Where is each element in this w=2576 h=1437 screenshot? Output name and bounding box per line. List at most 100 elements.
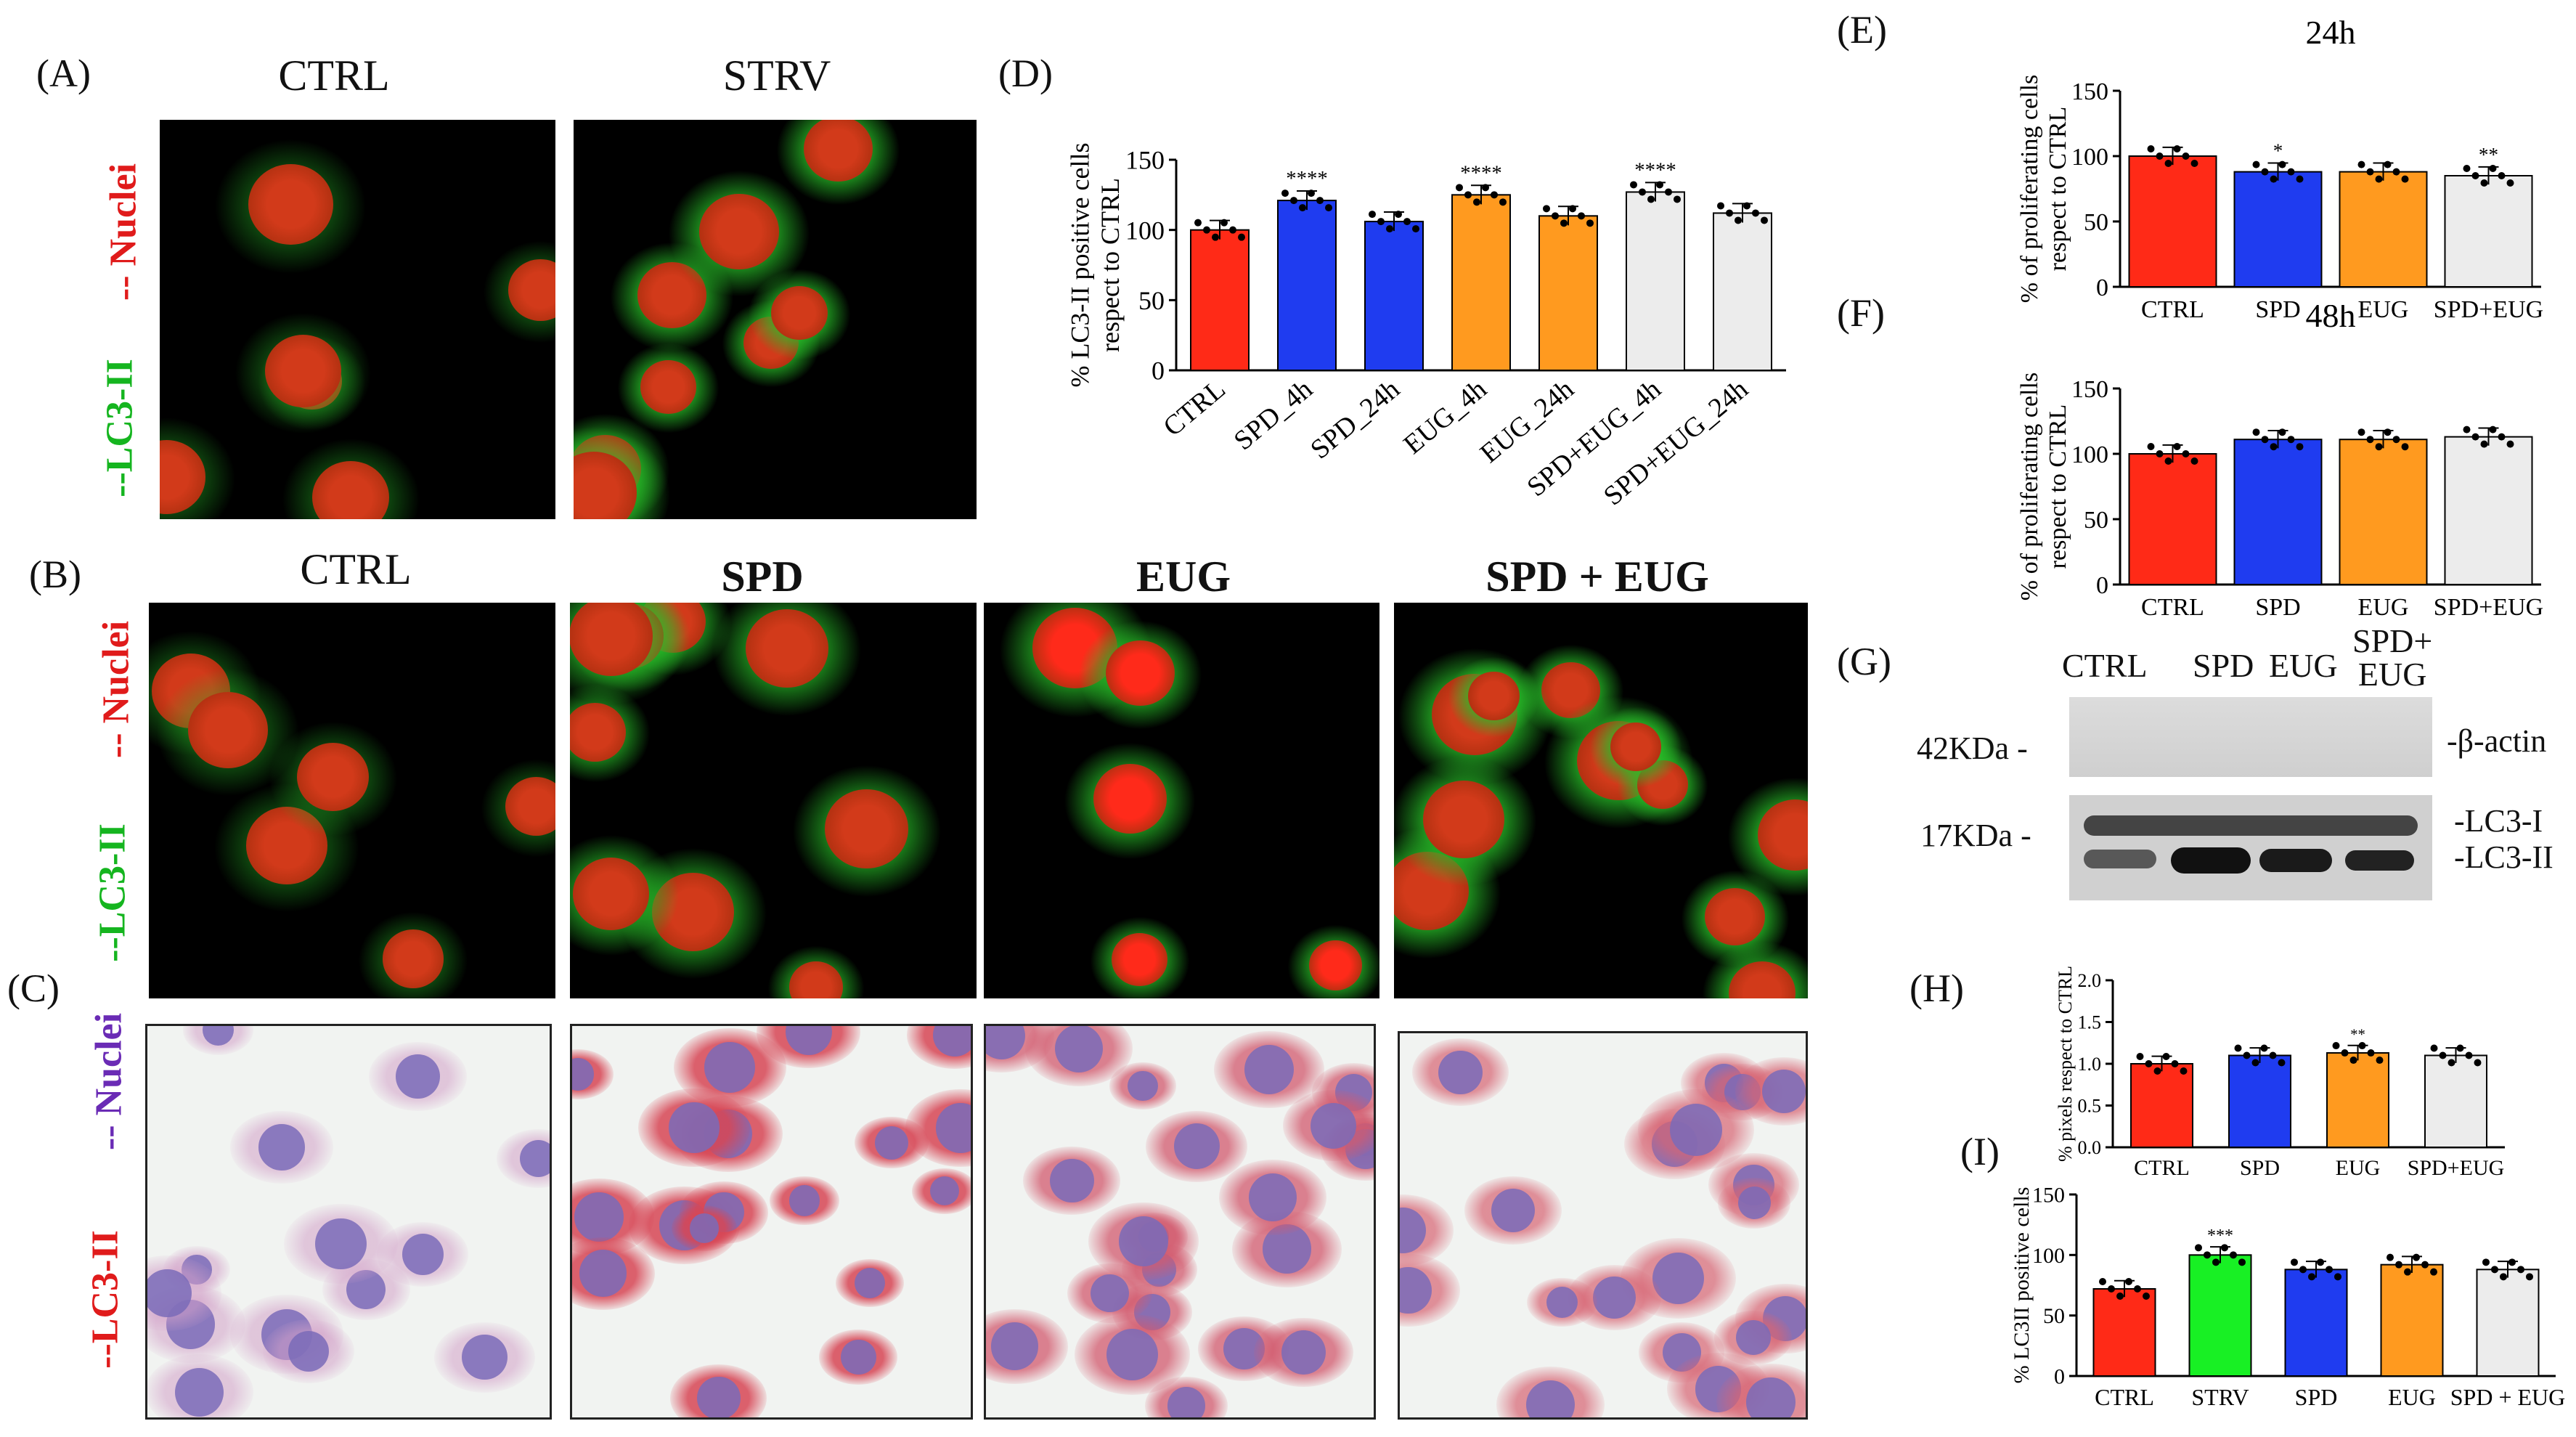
panel-label-c: (C): [7, 966, 60, 1010]
micrograph-a-ctrl: [160, 120, 555, 519]
x-tick-label: CTRL: [2095, 1384, 2154, 1410]
data-point: [2421, 1261, 2429, 1269]
x-tick-label: SPD: [2240, 1156, 2280, 1180]
x-tick-label: EUG: [2358, 296, 2409, 323]
y-tick-label: 100: [1125, 216, 1165, 245]
micrograph-b-eug: [984, 603, 1379, 998]
x-tick-label: SPD_24h: [1305, 374, 1406, 465]
y-axis-label: respect to CTRL: [1096, 178, 1125, 352]
bar: [2339, 439, 2428, 585]
wb-lane-spd-eug: SPD+ EUG: [2352, 622, 2433, 693]
wb-lane-spd: SPD: [2193, 647, 2254, 684]
significance-label: **: [2350, 1027, 2365, 1043]
data-point: [2465, 1051, 2473, 1059]
y-tick-label: 50: [2084, 209, 2108, 236]
bar: [1190, 229, 1250, 371]
x-tick-label: CTRL: [2141, 296, 2204, 323]
y-tick-label: 0: [1152, 357, 1165, 386]
bar: [1364, 221, 1424, 371]
data-point: [1674, 195, 1681, 203]
x-tick-label: EUG: [2388, 1384, 2436, 1410]
data-point: [2366, 168, 2374, 176]
data-point: [2439, 1051, 2447, 1059]
data-point: [2508, 1258, 2516, 1266]
data-point: [1220, 219, 1228, 227]
x-tick-label: CTRL: [2141, 594, 2204, 621]
chart-title: 24h: [2306, 14, 2356, 51]
data-point: [2190, 457, 2198, 465]
data-point: [1560, 219, 1568, 227]
data-point: [2384, 428, 2392, 436]
data-point: [2296, 175, 2304, 183]
micrograph-c-eug: [984, 1024, 1376, 1420]
panel-b-title-eug: EUG: [1136, 553, 1231, 601]
bar: [1451, 194, 1511, 371]
bar: [2339, 171, 2428, 288]
bar: [2444, 175, 2533, 288]
data-point: [1212, 233, 1219, 241]
x-tick-label: CTRL: [1157, 374, 1231, 443]
bar: [2128, 453, 2217, 585]
data-point: [2221, 1244, 2228, 1252]
data-point: [2153, 1067, 2161, 1075]
x-tick-label: SPD: [2295, 1384, 2338, 1410]
panel-b-title-spd: SPD: [721, 553, 804, 601]
data-point: [2376, 1057, 2384, 1064]
panel-a-title-strv: STRV: [722, 52, 831, 99]
data-point: [1403, 218, 1411, 226]
data-point: [1726, 209, 1733, 217]
y-axis-label: respect to CTRL: [2045, 404, 2071, 569]
bar: [2233, 171, 2323, 288]
data-point: [2182, 152, 2190, 160]
data-point: [2243, 1051, 2251, 1059]
data-point: [2270, 443, 2278, 451]
data-point: [2480, 179, 2488, 187]
data-point: [2287, 168, 2295, 176]
data-point: [2204, 1251, 2211, 1259]
data-point: [2387, 1253, 2394, 1261]
panel-label-d: (D): [998, 52, 1053, 95]
x-tick-label: SPD+EUG: [2408, 1156, 2505, 1180]
data-point: [2498, 172, 2506, 179]
y-tick-label: 150: [2032, 1184, 2065, 1208]
data-point: [1752, 209, 1759, 217]
data-point: [1630, 181, 1637, 189]
data-point: [2212, 1258, 2220, 1266]
data-point: [1308, 190, 1315, 198]
data-point: [2471, 172, 2479, 179]
data-point: [2134, 1285, 2141, 1293]
wb-mw-42: 42KDa -: [1917, 730, 2028, 766]
data-point: [2116, 1293, 2124, 1300]
data-point: [1578, 212, 1585, 220]
y-tick-label: 50: [2043, 1304, 2065, 1328]
data-point: [2489, 426, 2497, 433]
data-point: [1316, 197, 1324, 205]
panel-label-g: (G): [1837, 640, 1891, 683]
bar: [2130, 1063, 2193, 1148]
data-point: [1743, 202, 1750, 210]
bar: [2284, 1269, 2348, 1377]
micrograph-c-ctrl: [145, 1024, 552, 1420]
x-tick-label: SPD+EUG: [2434, 296, 2543, 323]
panel-c-nuclei-label: -- Nuclei: [88, 1012, 130, 1151]
data-point: [2392, 168, 2400, 176]
micrograph-a-strv: [574, 120, 977, 519]
panel-c-lc3-label: --LC3-II: [84, 1230, 126, 1369]
data-point: [2278, 160, 2286, 168]
micrograph-c-spd-eug: [1398, 1031, 1808, 1420]
data-point: [1194, 219, 1202, 227]
data-point: [2471, 433, 2479, 441]
data-point: [2317, 1258, 2324, 1266]
bar: [2188, 1254, 2252, 1377]
y-axis-label: % LC3-II positive cells: [1065, 143, 1094, 388]
data-point: [2334, 1273, 2341, 1281]
data-point: [2278, 428, 2286, 436]
data-point: [1238, 233, 1245, 241]
panel-label-a: (A): [36, 52, 91, 95]
data-point: [1369, 211, 1376, 219]
y-axis-label: % LC3II positive cells: [2010, 1187, 2034, 1384]
data-point: [1543, 205, 1550, 213]
data-point: [2498, 433, 2506, 441]
data-point: [1290, 197, 1297, 205]
y-axis-label: respect to CTRL: [2045, 107, 2071, 272]
